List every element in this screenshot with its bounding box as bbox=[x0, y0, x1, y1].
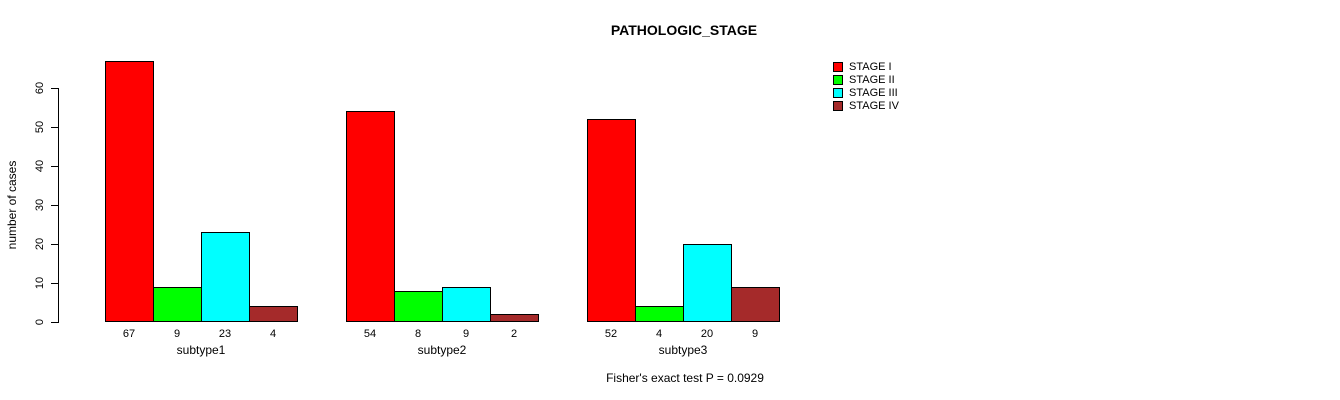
bar-value-label: 52 bbox=[604, 328, 618, 340]
chart-title: PATHOLOGIC_STAGE bbox=[610, 22, 758, 38]
x-category-label: subtype3 bbox=[658, 343, 708, 357]
y-tick-label: 60 bbox=[34, 81, 46, 95]
bar-value-label: 9 bbox=[173, 328, 181, 340]
legend-label: STAGE I bbox=[849, 60, 892, 73]
legend: STAGE I STAGE II STAGE III STAGE IV bbox=[833, 60, 899, 112]
legend-label: STAGE IV bbox=[849, 99, 899, 112]
bar-value-label: 9 bbox=[751, 328, 759, 340]
bar-stage-iv-subtype3 bbox=[731, 287, 780, 322]
x-category-label: subtype1 bbox=[176, 343, 226, 357]
bar-value-label: 2 bbox=[510, 328, 518, 340]
y-tick-label: 40 bbox=[34, 159, 46, 173]
legend-swatch bbox=[833, 87, 843, 98]
legend-label: STAGE II bbox=[849, 73, 895, 86]
y-tick-mark bbox=[51, 165, 58, 167]
bar-stage-ii-subtype1 bbox=[153, 287, 202, 322]
legend-label: STAGE III bbox=[849, 86, 898, 99]
bar-value-label: 9 bbox=[462, 328, 470, 340]
bar-stage-iii-subtype2 bbox=[442, 287, 491, 322]
legend-swatch bbox=[833, 100, 843, 111]
y-tick-mark bbox=[51, 87, 58, 89]
y-tick-mark bbox=[51, 321, 58, 323]
legend-item: STAGE III bbox=[833, 86, 899, 99]
y-tick-mark bbox=[51, 204, 58, 206]
x-category-label: subtype2 bbox=[417, 343, 467, 357]
y-tick-mark bbox=[51, 126, 58, 128]
fisher-test-annotation: Fisher's exact test P = 0.0929 bbox=[606, 371, 764, 385]
bar-value-label: 8 bbox=[414, 328, 422, 340]
y-axis-label: number of cases bbox=[5, 160, 19, 250]
bar-value-label: 23 bbox=[218, 328, 232, 340]
legend-swatch bbox=[833, 61, 843, 72]
legend-item: STAGE I bbox=[833, 60, 899, 73]
y-tick-label: 0 bbox=[34, 318, 46, 326]
legend-item: STAGE IV bbox=[833, 99, 899, 112]
bar-value-label: 67 bbox=[122, 328, 136, 340]
y-tick-label: 10 bbox=[34, 276, 46, 290]
legend-swatch bbox=[833, 74, 843, 85]
bar-stage-i-subtype2 bbox=[346, 111, 395, 322]
bar-stage-ii-subtype2 bbox=[394, 291, 443, 322]
bar-value-label: 20 bbox=[700, 328, 714, 340]
bar-stage-iii-subtype1 bbox=[201, 232, 250, 322]
y-tick-label: 20 bbox=[34, 237, 46, 251]
y-tick-label: 30 bbox=[34, 198, 46, 212]
bar-stage-i-subtype3 bbox=[587, 119, 636, 322]
bar-value-label: 4 bbox=[655, 328, 663, 340]
y-tick-mark bbox=[51, 243, 58, 245]
bar-value-label: 4 bbox=[269, 328, 277, 340]
bar-stage-ii-subtype3 bbox=[635, 306, 684, 322]
y-tick-label: 50 bbox=[34, 120, 46, 134]
bar-stage-iv-subtype1 bbox=[249, 306, 298, 322]
bar-value-label: 54 bbox=[363, 328, 377, 340]
legend-item: STAGE II bbox=[833, 73, 899, 86]
bar-stage-i-subtype1 bbox=[105, 61, 154, 322]
y-tick-mark bbox=[51, 282, 58, 284]
bar-stage-iv-subtype2 bbox=[490, 314, 539, 322]
y-axis-line bbox=[58, 88, 59, 323]
bar-stage-iii-subtype3 bbox=[683, 244, 732, 322]
